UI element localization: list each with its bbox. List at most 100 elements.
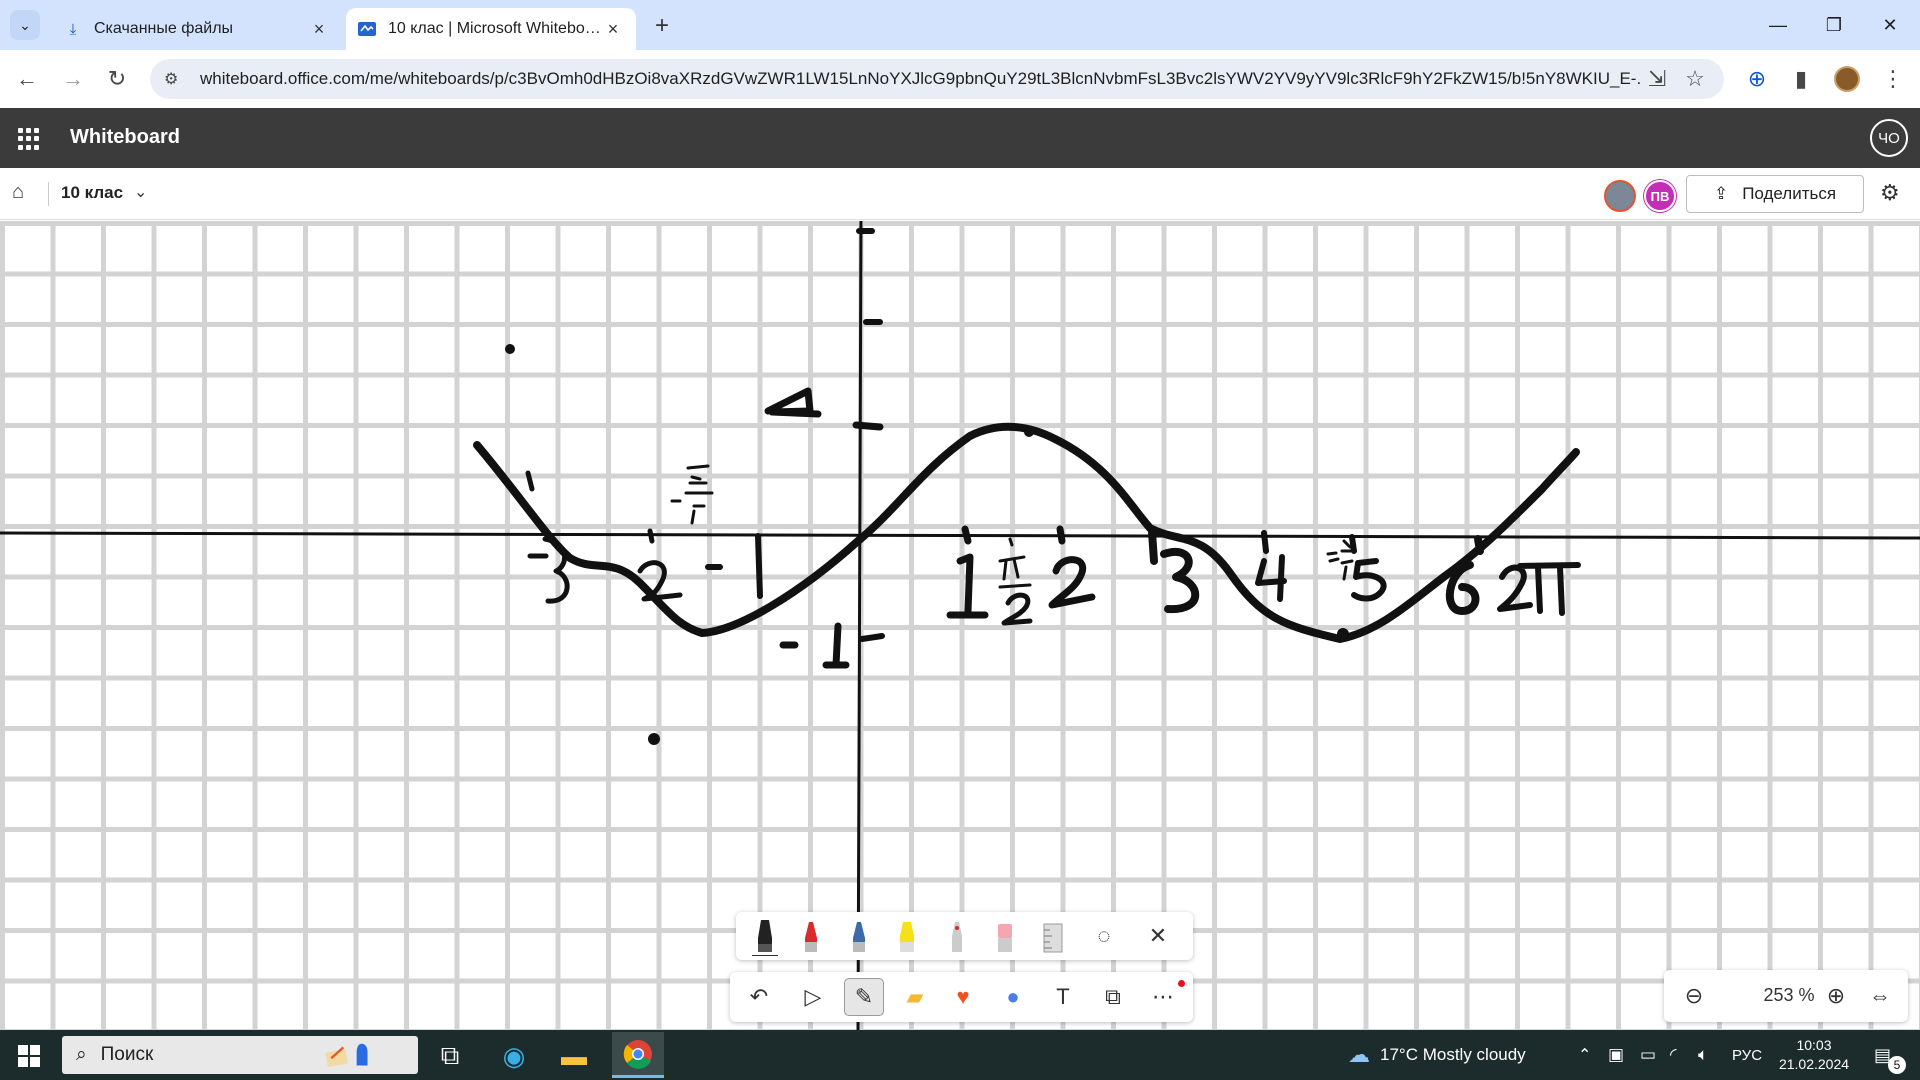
clock[interactable]: 10:03 21.02.2024 xyxy=(1772,1036,1856,1074)
main-toolbar: ↶ ▷ ✎ ▰ ♥ ● T ⧉ ⋯ xyxy=(730,972,1193,1022)
tab-whiteboard[interactable]: 10 клас | Microsoft Whiteboard × xyxy=(346,8,636,50)
sine-curve-stroke xyxy=(473,422,1580,643)
forward-icon[interactable]: → xyxy=(62,66,84,91)
tab-title: Скачанные файлы xyxy=(94,20,234,37)
tick-label-neg3 xyxy=(525,470,570,604)
galaxy-pen-icon[interactable] xyxy=(842,916,876,956)
close-tab-icon[interactable]: × xyxy=(313,18,325,39)
browser-menu-icon[interactable]: ⋮ xyxy=(1882,66,1904,91)
tick-label-5 xyxy=(1349,534,1387,602)
sticky-note-icon[interactable]: ▰ xyxy=(906,984,924,1009)
edge-browser-icon[interactable]: ◉ xyxy=(502,1040,526,1071)
user-avatar[interactable]: ЧО xyxy=(1870,119,1908,157)
tab-downloads[interactable]: ⤓ Скачанные файлы × xyxy=(52,8,342,50)
windows-start-icon[interactable] xyxy=(18,1045,40,1067)
more-options-icon[interactable]: ⋯ xyxy=(1152,984,1174,1009)
share-icon: ⇪ xyxy=(1713,184,1729,203)
undo-icon[interactable]: ↶ xyxy=(749,984,769,1009)
zoom-out-icon[interactable]: ⊖ xyxy=(1684,983,1704,1008)
ruler-icon[interactable] xyxy=(1036,916,1070,956)
text-icon[interactable]: T xyxy=(1056,984,1070,1009)
url-text[interactable]: whiteboard.office.com/me/whiteboards/p/c… xyxy=(200,69,1640,88)
whiteboard-canvas[interactable] xyxy=(0,221,1920,1030)
board-title[interactable]: 10 клас xyxy=(61,183,124,202)
pen-tool-icon[interactable]: ✎ xyxy=(844,978,884,1016)
gear-icon[interactable]: ⚙ xyxy=(1880,180,1900,205)
notification-dot xyxy=(1178,980,1185,987)
shapes-icon[interactable]: ⧉ xyxy=(1105,984,1121,1009)
notification-count: 5 xyxy=(1888,1056,1906,1074)
home-icon[interactable]: ⌂ xyxy=(12,181,25,203)
language-indicator[interactable]: РУС xyxy=(1732,1046,1763,1064)
task-view-icon[interactable]: ⧉ xyxy=(440,1040,460,1070)
downloads-icon[interactable]: ⊕ xyxy=(1747,66,1767,91)
point xyxy=(648,733,660,745)
select-pointer-icon[interactable]: ▷ xyxy=(804,984,822,1009)
app-launcher-icon[interactable] xyxy=(18,128,40,150)
tab-search-chevron-icon[interactable]: ⌄ xyxy=(10,10,40,40)
minimize-icon[interactable]: — xyxy=(1769,14,1787,35)
tick-label-pi-over-2-2 xyxy=(1001,592,1033,626)
red-pen-icon[interactable] xyxy=(794,916,828,956)
zoom-level[interactable]: 253 % xyxy=(1763,985,1815,1005)
tick-label-1 xyxy=(946,525,989,619)
tick-label-neg-pi-over-2 xyxy=(670,464,714,525)
show-hidden-icons[interactable]: ⌃ xyxy=(1578,1047,1592,1064)
wifi-icon[interactable]: ◜ xyxy=(1670,1045,1677,1064)
side-panel-icon[interactable]: ▮ xyxy=(1794,66,1808,91)
profile-avatar[interactable] xyxy=(1830,62,1864,96)
volume-icon[interactable]: 🔈︎ xyxy=(1698,1045,1709,1064)
back-icon[interactable]: ← xyxy=(16,66,38,91)
zoom-in-icon[interactable]: ⊕ xyxy=(1826,983,1846,1008)
weather-widget[interactable]: ☁ 17°C Mostly cloudy xyxy=(1348,1030,1526,1080)
highlighter-icon[interactable] xyxy=(890,916,924,956)
y-tick xyxy=(859,633,885,642)
tick-label-3pi-over-2 xyxy=(1326,539,1354,581)
y-tick xyxy=(852,421,884,431)
whiteboard-icon xyxy=(358,20,376,38)
app-title: Whiteboard xyxy=(70,126,180,148)
new-tab-icon[interactable]: + xyxy=(654,12,669,39)
windows-taskbar: ⌕ Поиск ⧉ ◉ ▬ ☁ 17°C Mostly cloudy ⌃ ▣ ▭… xyxy=(0,1030,1920,1080)
reaction-heart-icon[interactable]: ♥ xyxy=(956,984,970,1009)
share-button[interactable]: ⇪ Поделиться xyxy=(1686,175,1864,213)
chrome-browser-icon[interactable] xyxy=(612,1032,664,1078)
chevron-down-icon[interactable]: ⌄ xyxy=(134,184,148,201)
eraser-icon[interactable] xyxy=(988,916,1022,956)
reload-icon[interactable]: ↻ xyxy=(107,66,127,91)
tick-label-4 xyxy=(1255,530,1287,602)
pencil-icon[interactable] xyxy=(940,916,974,956)
tick-label-neg2 xyxy=(637,528,683,602)
search-highlight-icon[interactable] xyxy=(324,1032,376,1076)
camera-icon[interactable]: ▣ xyxy=(1608,1045,1625,1064)
clock-date: 21.02.2024 xyxy=(1778,1056,1850,1072)
file-explorer-icon[interactable]: ▬ xyxy=(561,1040,587,1071)
cloud-sun-icon: ☁ xyxy=(1348,1042,1370,1067)
browser-toolbar: ← → ↻ ⚙ whiteboard.office.com/me/whitebo… xyxy=(0,50,1920,108)
collaborator-avatar[interactable]: ПВ xyxy=(1644,180,1676,212)
close-icon[interactable]: ✕ xyxy=(1148,923,1168,948)
notifications-icon[interactable]: ▤ 5 xyxy=(1874,1030,1906,1080)
point xyxy=(505,344,515,354)
fit-to-screen-icon[interactable]: ⇔ xyxy=(1869,983,1891,1008)
tick-label-neg1 xyxy=(705,533,763,599)
battery-icon[interactable]: ▭ xyxy=(1640,1045,1657,1064)
tick-label-pi-over-2 xyxy=(998,537,1032,589)
comment-icon[interactable]: ● xyxy=(1006,984,1020,1009)
lasso-icon[interactable]: ◌ xyxy=(1097,923,1111,948)
restore-icon[interactable]: ❐ xyxy=(1825,14,1843,35)
close-tab-icon[interactable]: × xyxy=(607,18,619,39)
weather-text: 17°C Mostly cloudy xyxy=(1380,1045,1526,1064)
black-pen-icon[interactable] xyxy=(746,914,784,958)
close-window-icon[interactable]: ✕ xyxy=(1882,14,1898,35)
y-label-1 xyxy=(764,387,822,418)
site-info-icon[interactable]: ⚙ xyxy=(164,71,179,88)
y-label-neg1 xyxy=(779,622,850,669)
ink-drawing xyxy=(0,221,1920,1030)
collaborator-avatar-photo[interactable] xyxy=(1604,180,1636,212)
install-app-icon[interactable]: ⇲ xyxy=(1647,66,1667,91)
search-icon: ⌕ xyxy=(76,1044,87,1065)
point xyxy=(1024,427,1034,437)
address-bar[interactable]: ⚙ whiteboard.office.com/me/whiteboards/p… xyxy=(150,59,1724,99)
bookmark-star-icon[interactable]: ☆ xyxy=(1685,66,1705,91)
